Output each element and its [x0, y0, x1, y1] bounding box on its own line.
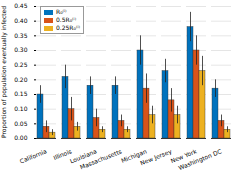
svg-text:0.40: 0.40: [14, 17, 28, 24]
svg-text:0.45: 0.45: [14, 2, 28, 9]
svg-text:0.10: 0.10: [14, 105, 28, 112]
svg-text:0.30: 0.30: [14, 46, 28, 53]
svg-text:California: California: [19, 147, 48, 164]
svg-text:Illinois: Illinois: [52, 147, 73, 162]
svg-text:0.15: 0.15: [14, 90, 28, 97]
svg-text:Washington DC: Washington DC: [177, 147, 223, 172]
svg-text:0.00: 0.00: [14, 134, 28, 141]
html-text:R₀⁽ⁱ⁾: R₀⁽ⁱ⁾: [56, 8, 67, 15]
svg-text:New York: New York: [169, 147, 198, 165]
html-text:0.5R₀⁽ⁱ⁾: 0.5R₀⁽ⁱ⁾: [56, 16, 77, 23]
svg-text:Michigan: Michigan: [120, 147, 148, 164]
html-text:0.25R₀⁽ⁱ⁾: 0.25R₀⁽ⁱ⁾: [56, 24, 80, 31]
svg-text:0.20: 0.20: [14, 76, 28, 83]
svg-text:0.25: 0.25: [14, 61, 28, 68]
svg-text:New Jersey: New Jersey: [139, 147, 173, 167]
svg-text:Proportion of population event: Proportion of population eventually infe…: [0, 6, 8, 138]
svg-text:0.35: 0.35: [14, 32, 28, 39]
svg-text:Louisiana: Louisiana: [68, 147, 98, 165]
svg-text:Massachusetts: Massachusetts: [79, 147, 123, 170]
svg-text:0.05: 0.05: [14, 120, 28, 127]
